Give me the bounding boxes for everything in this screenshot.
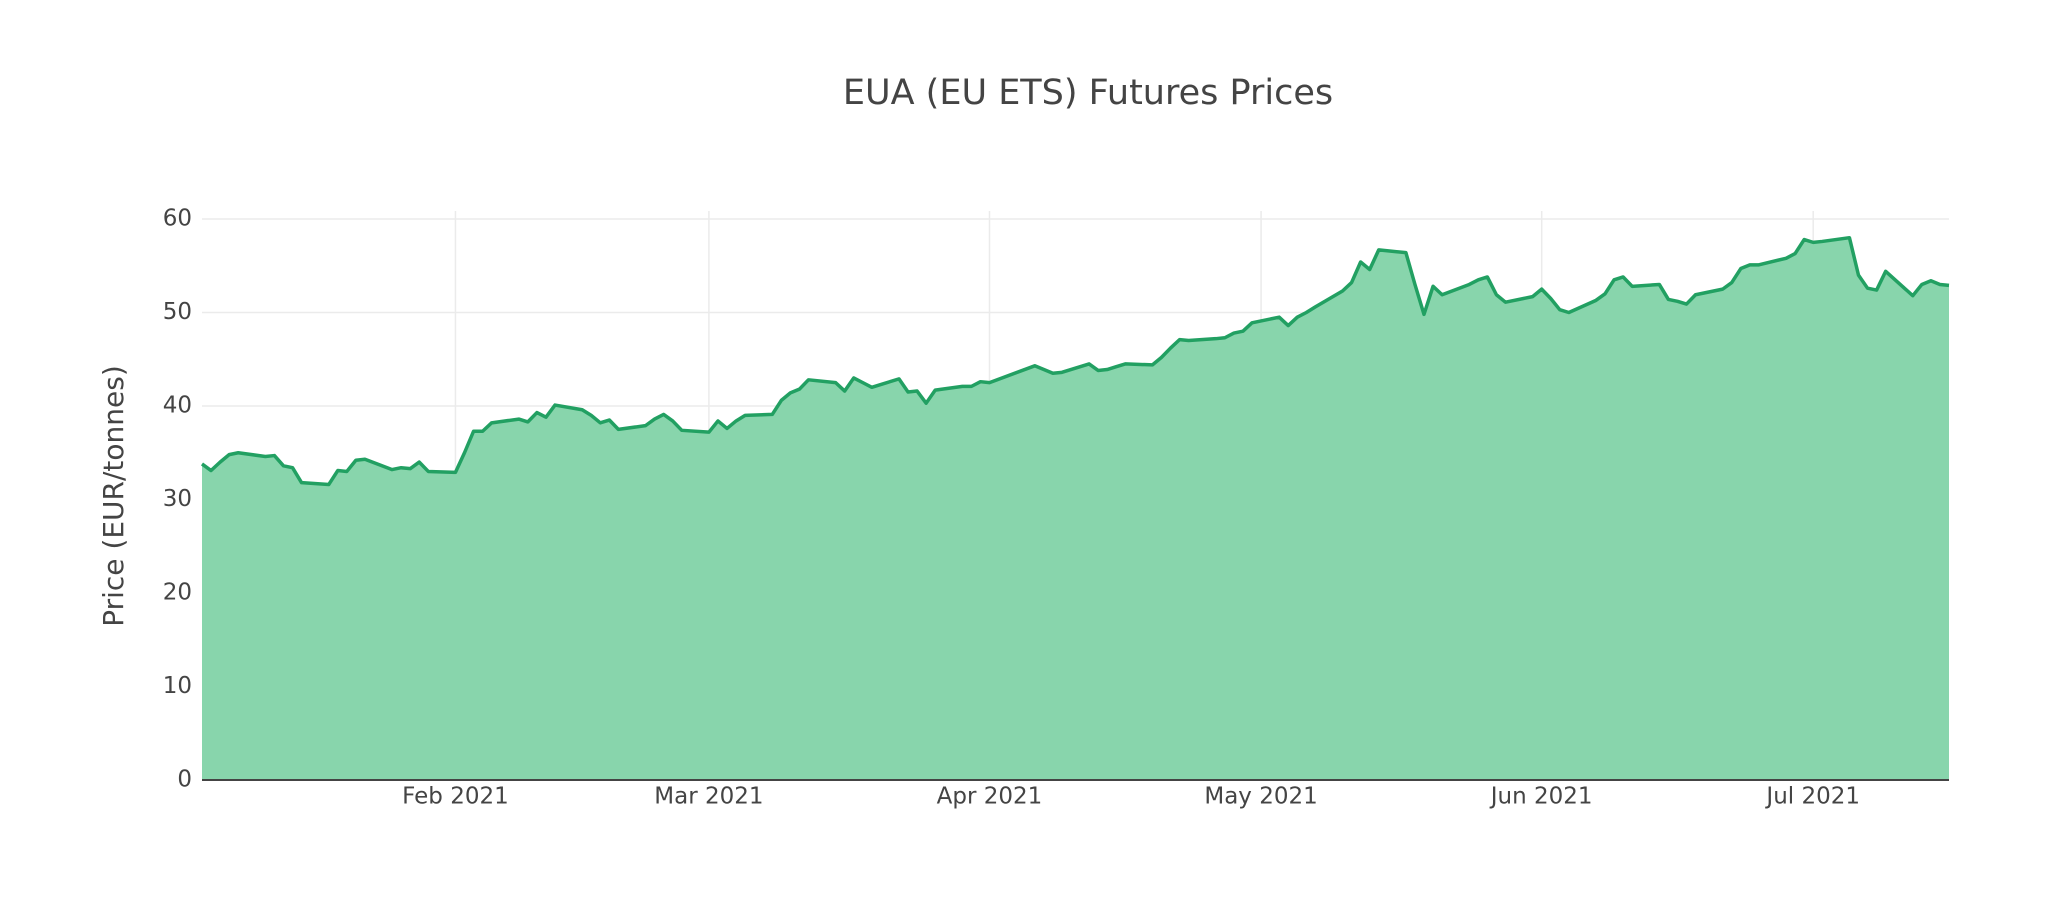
x-tick-label: Feb 2021 [402, 784, 509, 810]
y-tick-label: 60 [163, 206, 192, 232]
x-tick-label: Jul 2021 [1764, 784, 1860, 810]
area-line [200, 235, 1950, 487]
x-tick-label: Mar 2021 [654, 784, 763, 810]
x-tick-label: Jun 2021 [1489, 784, 1593, 810]
y-tick-label: 50 [163, 299, 192, 325]
x-tick-label: May 2021 [1204, 784, 1317, 810]
y-tick-label: 20 [163, 580, 192, 606]
y-tick-label: 30 [163, 486, 192, 512]
y-tick-label: 10 [163, 673, 192, 699]
chart-title: EUA (EU ETS) Futures Prices [843, 73, 1333, 113]
y-axis-title: Price (EUR/tonnes) [97, 365, 130, 627]
area-fill [202, 237, 1949, 780]
y-tick-label: 0 [177, 767, 192, 793]
x-tick-label: Apr 2021 [937, 784, 1043, 810]
y-tick-label: 40 [163, 393, 192, 419]
